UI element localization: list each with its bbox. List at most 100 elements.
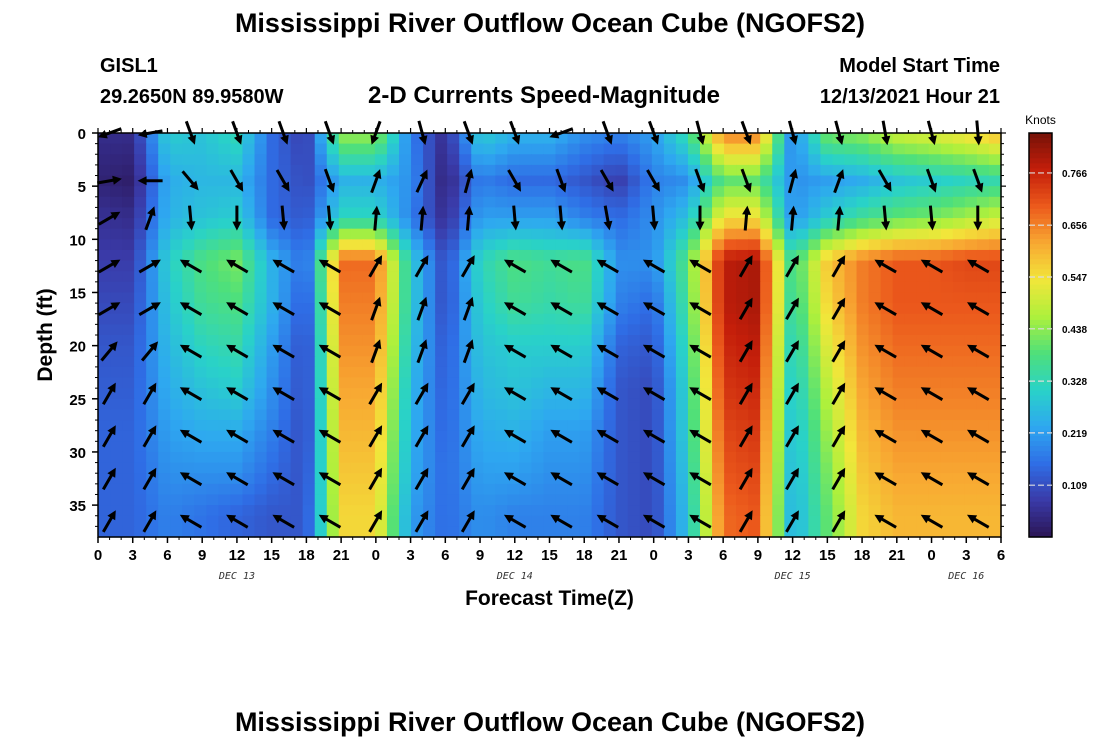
heatmap-cell: [700, 335, 713, 347]
heatmap-cell: [964, 218, 978, 230]
heatmap-cell: [519, 313, 533, 325]
heatmap-cell: [712, 366, 725, 379]
heatmap-cell: [254, 133, 268, 145]
heatmap-cell: [928, 505, 942, 517]
heatmap-cell: [627, 164, 641, 177]
colorbar-cell: [1029, 395, 1052, 402]
heatmap-cell: [940, 239, 954, 251]
heatmap-cell: [206, 345, 219, 357]
heatmap-cell: [447, 356, 460, 368]
heatmap-cell: [892, 441, 906, 453]
heatmap-cell: [134, 441, 147, 453]
heatmap-cell: [543, 324, 557, 336]
heatmap-cell: [302, 175, 316, 187]
heatmap-cell: [519, 271, 533, 283]
heatmap-cell: [411, 505, 424, 517]
heatmap-cell: [399, 207, 412, 219]
heatmap-cell: [603, 313, 617, 325]
heatmap-cell: [627, 462, 641, 474]
heatmap-cell: [98, 249, 111, 262]
heatmap-cell: [290, 526, 304, 538]
heatmap-cell: [712, 186, 725, 198]
heatmap-cell: [748, 239, 761, 251]
heatmap-cell: [976, 388, 990, 400]
heatmap-cell: [700, 377, 713, 389]
heatmap-cell: [784, 430, 797, 442]
heatmap-cell: [736, 335, 749, 347]
heatmap-cell: [146, 186, 159, 198]
heatmap-cell: [964, 483, 978, 496]
heatmap-cell: [868, 441, 882, 453]
heatmap-cell: [194, 462, 207, 474]
heatmap-cell: [952, 133, 966, 145]
vector-arrow-head: [549, 130, 560, 139]
heatmap-cell: [483, 133, 496, 145]
heatmap-cell: [868, 164, 882, 177]
heatmap-cell: [182, 441, 195, 453]
heatmap-cell: [471, 494, 484, 506]
heatmap-cell: [374, 366, 388, 379]
heatmap-cell: [748, 483, 761, 496]
heatmap-cell: [374, 515, 388, 527]
heatmap-cell: [194, 494, 207, 506]
heatmap-cell: [856, 313, 870, 325]
heatmap-cell: [326, 239, 340, 251]
heatmap-cell: [122, 281, 135, 294]
heatmap-cell: [928, 462, 942, 474]
heatmap-cell: [158, 186, 171, 198]
heatmap-cell: [700, 483, 713, 496]
heatmap-cell: [964, 281, 978, 294]
heatmap-cell: [110, 218, 123, 230]
heatmap-cell: [760, 313, 773, 325]
heatmap-cell: [663, 505, 677, 517]
heatmap-cell: [808, 441, 821, 453]
heatmap-cell: [483, 505, 496, 517]
heatmap-cell: [194, 366, 207, 379]
heatmap-cell: [892, 207, 906, 219]
heatmap-cell: [663, 303, 677, 315]
vector-arrow-head: [920, 514, 931, 524]
heatmap-cell: [940, 473, 954, 485]
heatmap-cell: [350, 324, 364, 336]
heatmap-cell: [230, 366, 244, 379]
heatmap-cell: [639, 313, 653, 325]
heatmap-cell: [110, 420, 123, 432]
heatmap-cell: [567, 175, 581, 187]
heatmap-cell: [736, 451, 749, 464]
heatmap-cell: [314, 335, 328, 347]
heatmap-cell: [868, 366, 882, 379]
heatmap-cell: [290, 515, 304, 527]
heatmap-cell: [254, 398, 268, 411]
heatmap-cell: [567, 462, 581, 474]
heatmap-cell: [194, 451, 207, 464]
heatmap-cell: [796, 356, 809, 368]
heatmap-cell: [784, 366, 797, 379]
heatmap-cell: [423, 366, 436, 379]
heatmap-cell: [170, 239, 183, 251]
heatmap-cell: [567, 313, 581, 325]
heatmap-cell: [928, 366, 942, 379]
heatmap-cell: [832, 526, 846, 538]
heatmap-cell: [603, 366, 617, 379]
heatmap-cell: [844, 420, 858, 432]
heatmap-cell: [675, 451, 689, 464]
heatmap-cell: [988, 430, 1002, 442]
vector-arrow-head: [790, 382, 799, 393]
date-label: DEC 13: [218, 571, 255, 582]
heatmap-cell: [519, 239, 533, 251]
heatmap-cell: [760, 271, 773, 283]
heatmap-cell: [675, 281, 689, 294]
heatmap-cell: [483, 324, 496, 336]
heatmap-cell: [555, 420, 569, 432]
colorbar-cell: [1029, 511, 1052, 518]
heatmap-cell: [748, 303, 761, 315]
date-label: DEC 14: [496, 571, 533, 582]
heatmap-cell: [675, 483, 689, 496]
heatmap-cell: [627, 186, 641, 198]
heatmap-cell: [760, 420, 773, 432]
heatmap-cell: [603, 186, 617, 198]
heatmap-cell: [591, 526, 605, 538]
heatmap-cell: [435, 430, 448, 442]
vector-arrow-head: [226, 302, 237, 311]
heatmap-cell: [158, 483, 171, 496]
